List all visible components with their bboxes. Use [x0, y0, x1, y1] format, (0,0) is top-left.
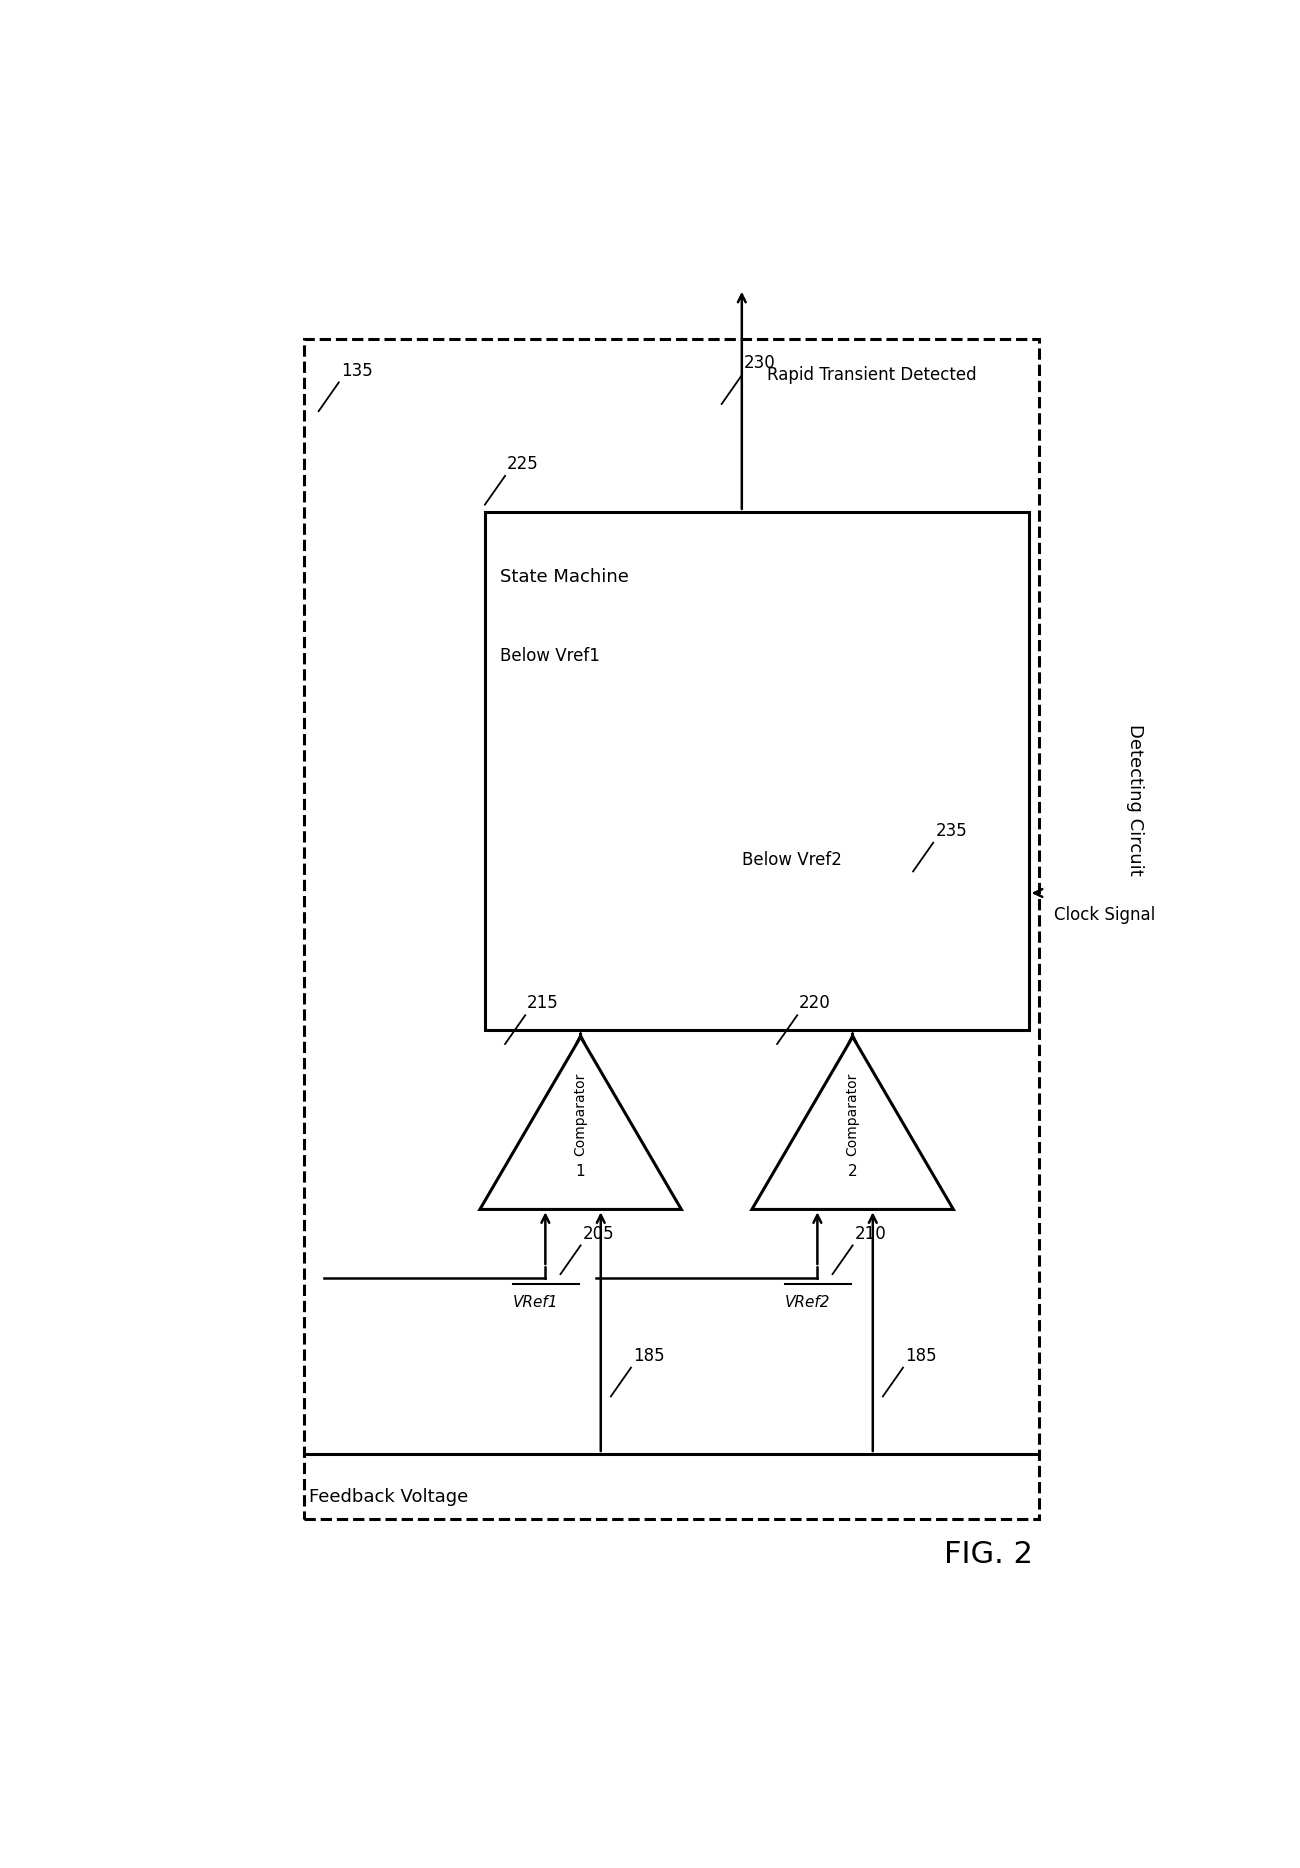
Text: Below Vref2: Below Vref2	[742, 852, 841, 869]
Text: Detecting Circuit: Detecting Circuit	[1126, 723, 1144, 876]
Text: State Machine: State Machine	[500, 568, 629, 585]
Text: FIG. 2: FIG. 2	[944, 1539, 1034, 1569]
Text: 225: 225	[507, 456, 538, 473]
Text: Below Vref1: Below Vref1	[500, 646, 599, 665]
Text: Clock Signal: Clock Signal	[1054, 906, 1156, 923]
Text: 185: 185	[905, 1347, 937, 1366]
Text: 2: 2	[848, 1164, 858, 1179]
Text: Comparator: Comparator	[845, 1072, 859, 1156]
Text: Feedback Voltage: Feedback Voltage	[308, 1489, 468, 1506]
Text: 210: 210	[854, 1225, 887, 1242]
Text: 215: 215	[528, 994, 559, 1012]
Text: 185: 185	[633, 1347, 664, 1366]
Text: 235: 235	[935, 822, 967, 841]
Text: 1: 1	[576, 1164, 585, 1179]
Text: 135: 135	[341, 362, 373, 379]
Text: 205: 205	[582, 1225, 615, 1242]
Text: VRef1: VRef1	[514, 1295, 559, 1309]
Text: Rapid Transient Detected: Rapid Transient Detected	[767, 366, 976, 385]
Text: 220: 220	[800, 994, 831, 1012]
Text: 230: 230	[744, 355, 776, 372]
Text: Comparator: Comparator	[573, 1072, 588, 1156]
Text: VRef2: VRef2	[785, 1295, 831, 1309]
